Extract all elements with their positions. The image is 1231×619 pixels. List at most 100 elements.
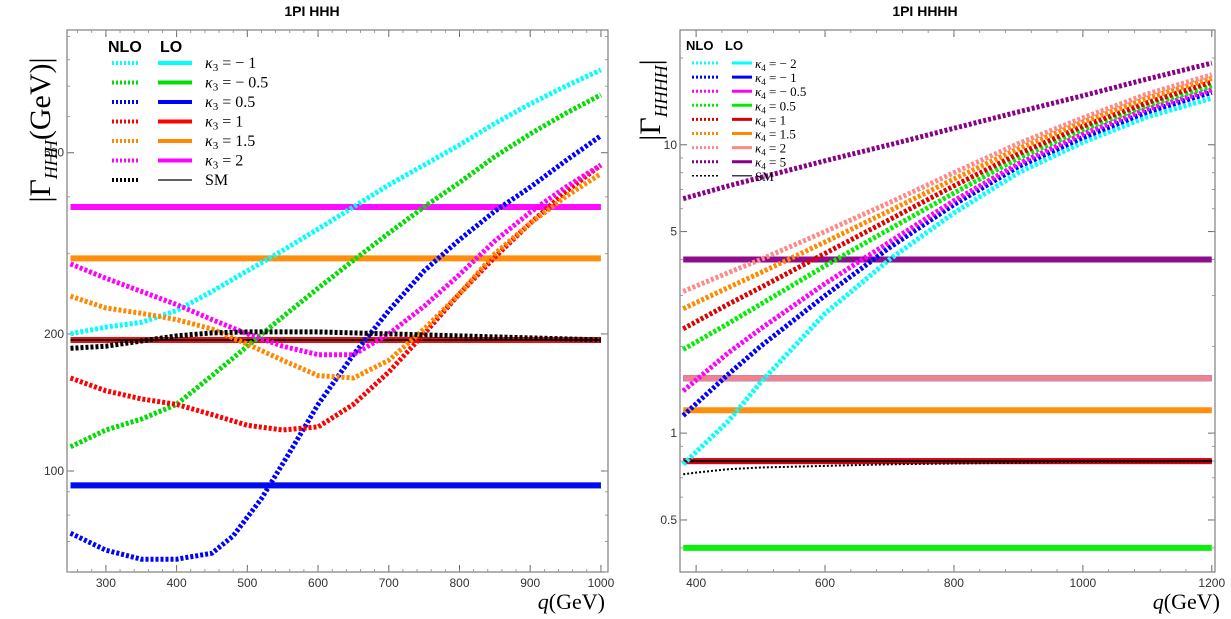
nlo-curve xyxy=(682,79,1213,331)
x-tick-label: 500 xyxy=(237,576,257,590)
legend-kappa: κ xyxy=(755,98,762,113)
nlo-curve xyxy=(69,133,603,562)
legend-kappa: κ xyxy=(755,112,762,127)
x-tick-label: 800 xyxy=(944,576,964,590)
y-tick-label: 100 xyxy=(44,464,64,478)
legend-kappa-subscript: 3 xyxy=(213,140,219,152)
y-label-main: |Γ xyxy=(24,179,57,202)
legend-kappa-subscript: 3 xyxy=(213,101,219,113)
legend-kappa: κ xyxy=(205,75,213,92)
legend-kappa: κ xyxy=(205,133,213,150)
legend-value: = 1 xyxy=(218,114,243,131)
y-tick-label: 5 xyxy=(670,225,677,239)
legend-label: κ3 = 1 xyxy=(205,114,243,133)
legend-label: κ3 = 1.5 xyxy=(205,133,255,152)
plot-frame xyxy=(66,29,609,573)
legend-kappa-subscript: 4 xyxy=(761,77,766,87)
legend-value: = − 0.5 xyxy=(766,84,807,99)
nlo-curve xyxy=(682,72,1213,294)
y-label-subscript: HHHH xyxy=(651,64,671,118)
legend-header-nlo: NLO xyxy=(686,38,713,53)
nlo-curve xyxy=(69,92,603,450)
legend-kappa: κ xyxy=(205,55,213,72)
y-tick-label: 10 xyxy=(664,138,678,152)
legend-kappa-subscript: 4 xyxy=(761,162,766,172)
legend-value: = − 2 xyxy=(766,56,797,71)
legend-label: κ4 = − 0.5 xyxy=(755,84,806,101)
legend-label: κ3 = − 1 xyxy=(205,55,256,74)
legend-kappa-subscript: 3 xyxy=(213,160,219,172)
legend-label: κ3 = 0.5 xyxy=(205,94,255,113)
legend-value: = 5 xyxy=(766,155,786,170)
legend-kappa-subscript: 3 xyxy=(213,82,219,94)
nlo-curve xyxy=(682,75,1213,311)
legend-label: κ4 = − 2 xyxy=(755,56,797,73)
legend-value: = 2 xyxy=(766,141,786,156)
legend-label: κ4 = 2 xyxy=(755,141,786,158)
legend-kappa-subscript: 4 xyxy=(761,105,766,115)
x-tick-label: 700 xyxy=(379,576,399,590)
nlo-curve xyxy=(683,460,1212,476)
x-tick-label: 900 xyxy=(520,576,540,590)
legend-kappa-subscript: 3 xyxy=(213,121,219,133)
x-tick-label: 400 xyxy=(686,576,706,590)
legend-kappa-subscript: 4 xyxy=(761,119,766,129)
nlo-curve xyxy=(69,162,603,358)
legend-kappa: κ xyxy=(205,153,213,170)
nlo-curve xyxy=(69,163,603,433)
legend-kappa-subscript: 3 xyxy=(213,62,219,74)
legend-value: = 0.5 xyxy=(766,98,796,113)
legend-label: κ4 = 1 xyxy=(755,112,786,129)
legend-label: κ4 = 5 xyxy=(755,155,786,172)
y-tick-label: 500 xyxy=(44,146,64,160)
nlo-curve xyxy=(70,329,601,351)
nlo-curve xyxy=(682,60,1213,202)
legend-value: = 1.5 xyxy=(766,127,796,142)
chart-title: 1PI HHH xyxy=(284,3,339,19)
x-axis-label: q(GeV) xyxy=(538,589,605,614)
legend-header-lo: LO xyxy=(725,38,743,53)
legend-label: κ4 = − 1 xyxy=(755,70,797,87)
legend-kappa: κ xyxy=(205,94,213,111)
nlo-curve xyxy=(681,87,1213,393)
x-tick-label: 600 xyxy=(815,576,835,590)
nlo-curve xyxy=(681,83,1213,352)
nlo-curve xyxy=(69,171,603,381)
legend-label: κ4 = 0.5 xyxy=(755,98,796,115)
legend-value: = − 0.5 xyxy=(218,75,268,92)
x-label-var: q xyxy=(1153,589,1164,614)
legend-kappa: κ xyxy=(755,141,762,156)
plot-area xyxy=(69,67,603,562)
legend-kappa-subscript: 4 xyxy=(761,63,766,73)
x-tick-label: 600 xyxy=(308,576,328,590)
y-tick-label: 0.5 xyxy=(660,513,677,527)
legend-header-lo: LO xyxy=(160,39,182,56)
x-axis-label: q(GeV) xyxy=(1153,589,1220,614)
legend-label: κ3 = − 0.5 xyxy=(205,75,268,94)
chart-title: 1PI HHHH xyxy=(892,3,957,19)
legend-value: = 2 xyxy=(218,153,243,170)
y-axis-label: |ΓHHH(GeV)| xyxy=(24,58,61,203)
chart-panel-1: 1PI HHH 300 400 500 600 700 800 900 1000 100 200 50… xyxy=(24,3,615,614)
x-tick-label: 300 xyxy=(96,576,116,590)
nlo-curve xyxy=(681,89,1213,418)
legend-value: = 1 xyxy=(766,112,786,127)
x-tick-label: 800 xyxy=(449,576,469,590)
legend-kappa: κ xyxy=(755,56,762,71)
legend-kappa-subscript: 4 xyxy=(761,148,766,158)
x-label-unit: (GeV) xyxy=(1164,589,1220,614)
legend-label: SM xyxy=(205,172,228,189)
legend-kappa-subscript: 4 xyxy=(761,91,766,101)
x-tick-label: 1000 xyxy=(1070,576,1097,590)
legend-header-nlo: NLO xyxy=(108,39,142,56)
legend-value: = 0.5 xyxy=(218,94,255,111)
legend-label: SM xyxy=(755,169,774,184)
y-label-main: |Γ xyxy=(634,117,667,140)
plot-area xyxy=(681,60,1213,551)
legend-value: = 1.5 xyxy=(218,133,255,150)
x-label-var: q xyxy=(538,589,549,614)
x-tick-label: 400 xyxy=(167,576,187,590)
